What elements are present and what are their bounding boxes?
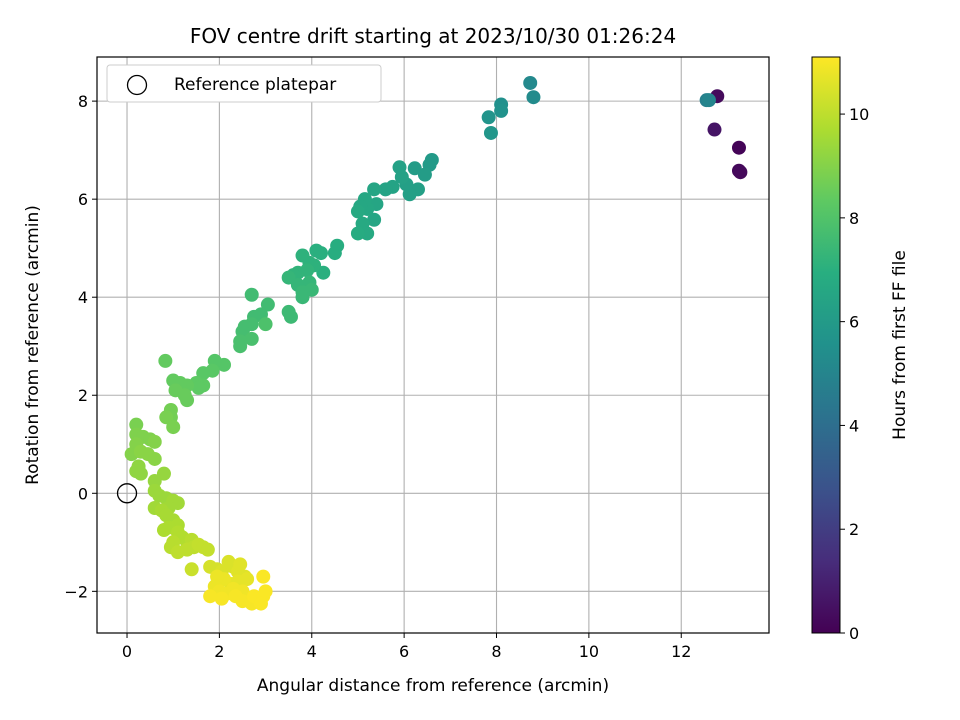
data-point — [481, 110, 496, 125]
data-point — [256, 569, 271, 584]
data-point — [159, 410, 174, 425]
data-point — [180, 393, 195, 408]
data-point — [392, 160, 407, 175]
y-tick-label: 0 — [78, 484, 88, 503]
colorbar-tick-label: 8 — [849, 209, 859, 228]
legend-label: Reference platepar — [174, 75, 336, 95]
data-point — [309, 243, 324, 258]
data-point — [156, 523, 171, 538]
data-point — [260, 297, 275, 312]
data-point — [258, 584, 273, 599]
x-tick-label: 10 — [579, 642, 599, 661]
y-tick-label: 8 — [78, 92, 88, 111]
colorbar-tick-label: 0 — [849, 624, 859, 643]
data-point — [327, 246, 342, 261]
legend-box — [106, 64, 382, 103]
data-point — [129, 417, 144, 432]
colorbar-tick-label: 6 — [849, 313, 859, 332]
y-axis-ticks: −2 0 2 4 6 8 — [64, 92, 97, 601]
y-tick-label: −2 — [64, 582, 88, 601]
data-point — [133, 466, 148, 481]
data-point — [244, 331, 259, 346]
data-point — [731, 140, 746, 155]
data-point — [367, 212, 382, 227]
data-point — [295, 290, 310, 305]
data-point — [350, 226, 365, 241]
legend-marker-icon — [126, 74, 148, 96]
data-point — [378, 182, 393, 197]
data-point — [203, 589, 218, 604]
data-point — [258, 317, 273, 332]
x-axis-ticks: 0 2 4 6 8 10 12 — [122, 633, 691, 661]
x-tick-label: 0 — [122, 642, 132, 661]
data-point — [367, 182, 382, 197]
data-point — [147, 474, 162, 489]
x-tick-label: 2 — [214, 642, 224, 661]
plot-frame — [96, 56, 770, 634]
data-point — [244, 287, 259, 302]
data-point — [200, 542, 215, 557]
data-point — [707, 122, 722, 137]
data-point — [147, 434, 162, 449]
x-tick-label: 6 — [399, 642, 409, 661]
x-tick-label: 8 — [491, 642, 501, 661]
y-axis-label: Rotation from reference (arcmin) — [23, 205, 43, 485]
colorbar-ticks: 0 2 4 6 8 10 — [840, 105, 869, 643]
data-point — [166, 420, 181, 435]
data-point — [253, 596, 268, 611]
colorbar-label: Hours from first FF file — [890, 250, 910, 440]
x-axis-label: Angular distance from reference (arcmin) — [257, 676, 609, 696]
colorbar — [811, 56, 841, 634]
data-point — [523, 75, 538, 90]
reference-platepar-marker — [116, 483, 138, 504]
data-point — [191, 380, 206, 395]
data-point — [350, 204, 365, 219]
data-point — [295, 248, 310, 263]
data-point — [214, 591, 229, 606]
data-point — [147, 451, 162, 466]
data-point — [733, 165, 748, 180]
data-point — [233, 339, 248, 354]
data-point — [701, 93, 716, 108]
x-tick-label: 12 — [671, 642, 691, 661]
y-tick-label: 2 — [78, 386, 88, 405]
data-point — [196, 366, 211, 381]
data-point — [158, 353, 173, 368]
y-tick-label: 6 — [78, 190, 88, 209]
data-point — [494, 103, 509, 118]
data-point — [407, 161, 422, 176]
colorbar-tick-label: 10 — [849, 105, 869, 124]
chart-title: FOV centre drift starting at 2023/10/30 … — [190, 24, 676, 48]
grid-lines — [97, 57, 769, 633]
data-point — [526, 90, 541, 105]
data-points — [124, 75, 748, 611]
data-point — [233, 557, 248, 572]
legend: Reference platepar — [106, 64, 382, 103]
colorbar-tick-label: 4 — [849, 416, 859, 435]
y-tick-label: 4 — [78, 288, 88, 307]
data-point — [184, 562, 199, 577]
data-point — [417, 167, 432, 182]
x-tick-label: 4 — [307, 642, 317, 661]
data-point — [283, 309, 298, 324]
data-point — [483, 125, 498, 140]
colorbar-tick-label: 2 — [849, 520, 859, 539]
